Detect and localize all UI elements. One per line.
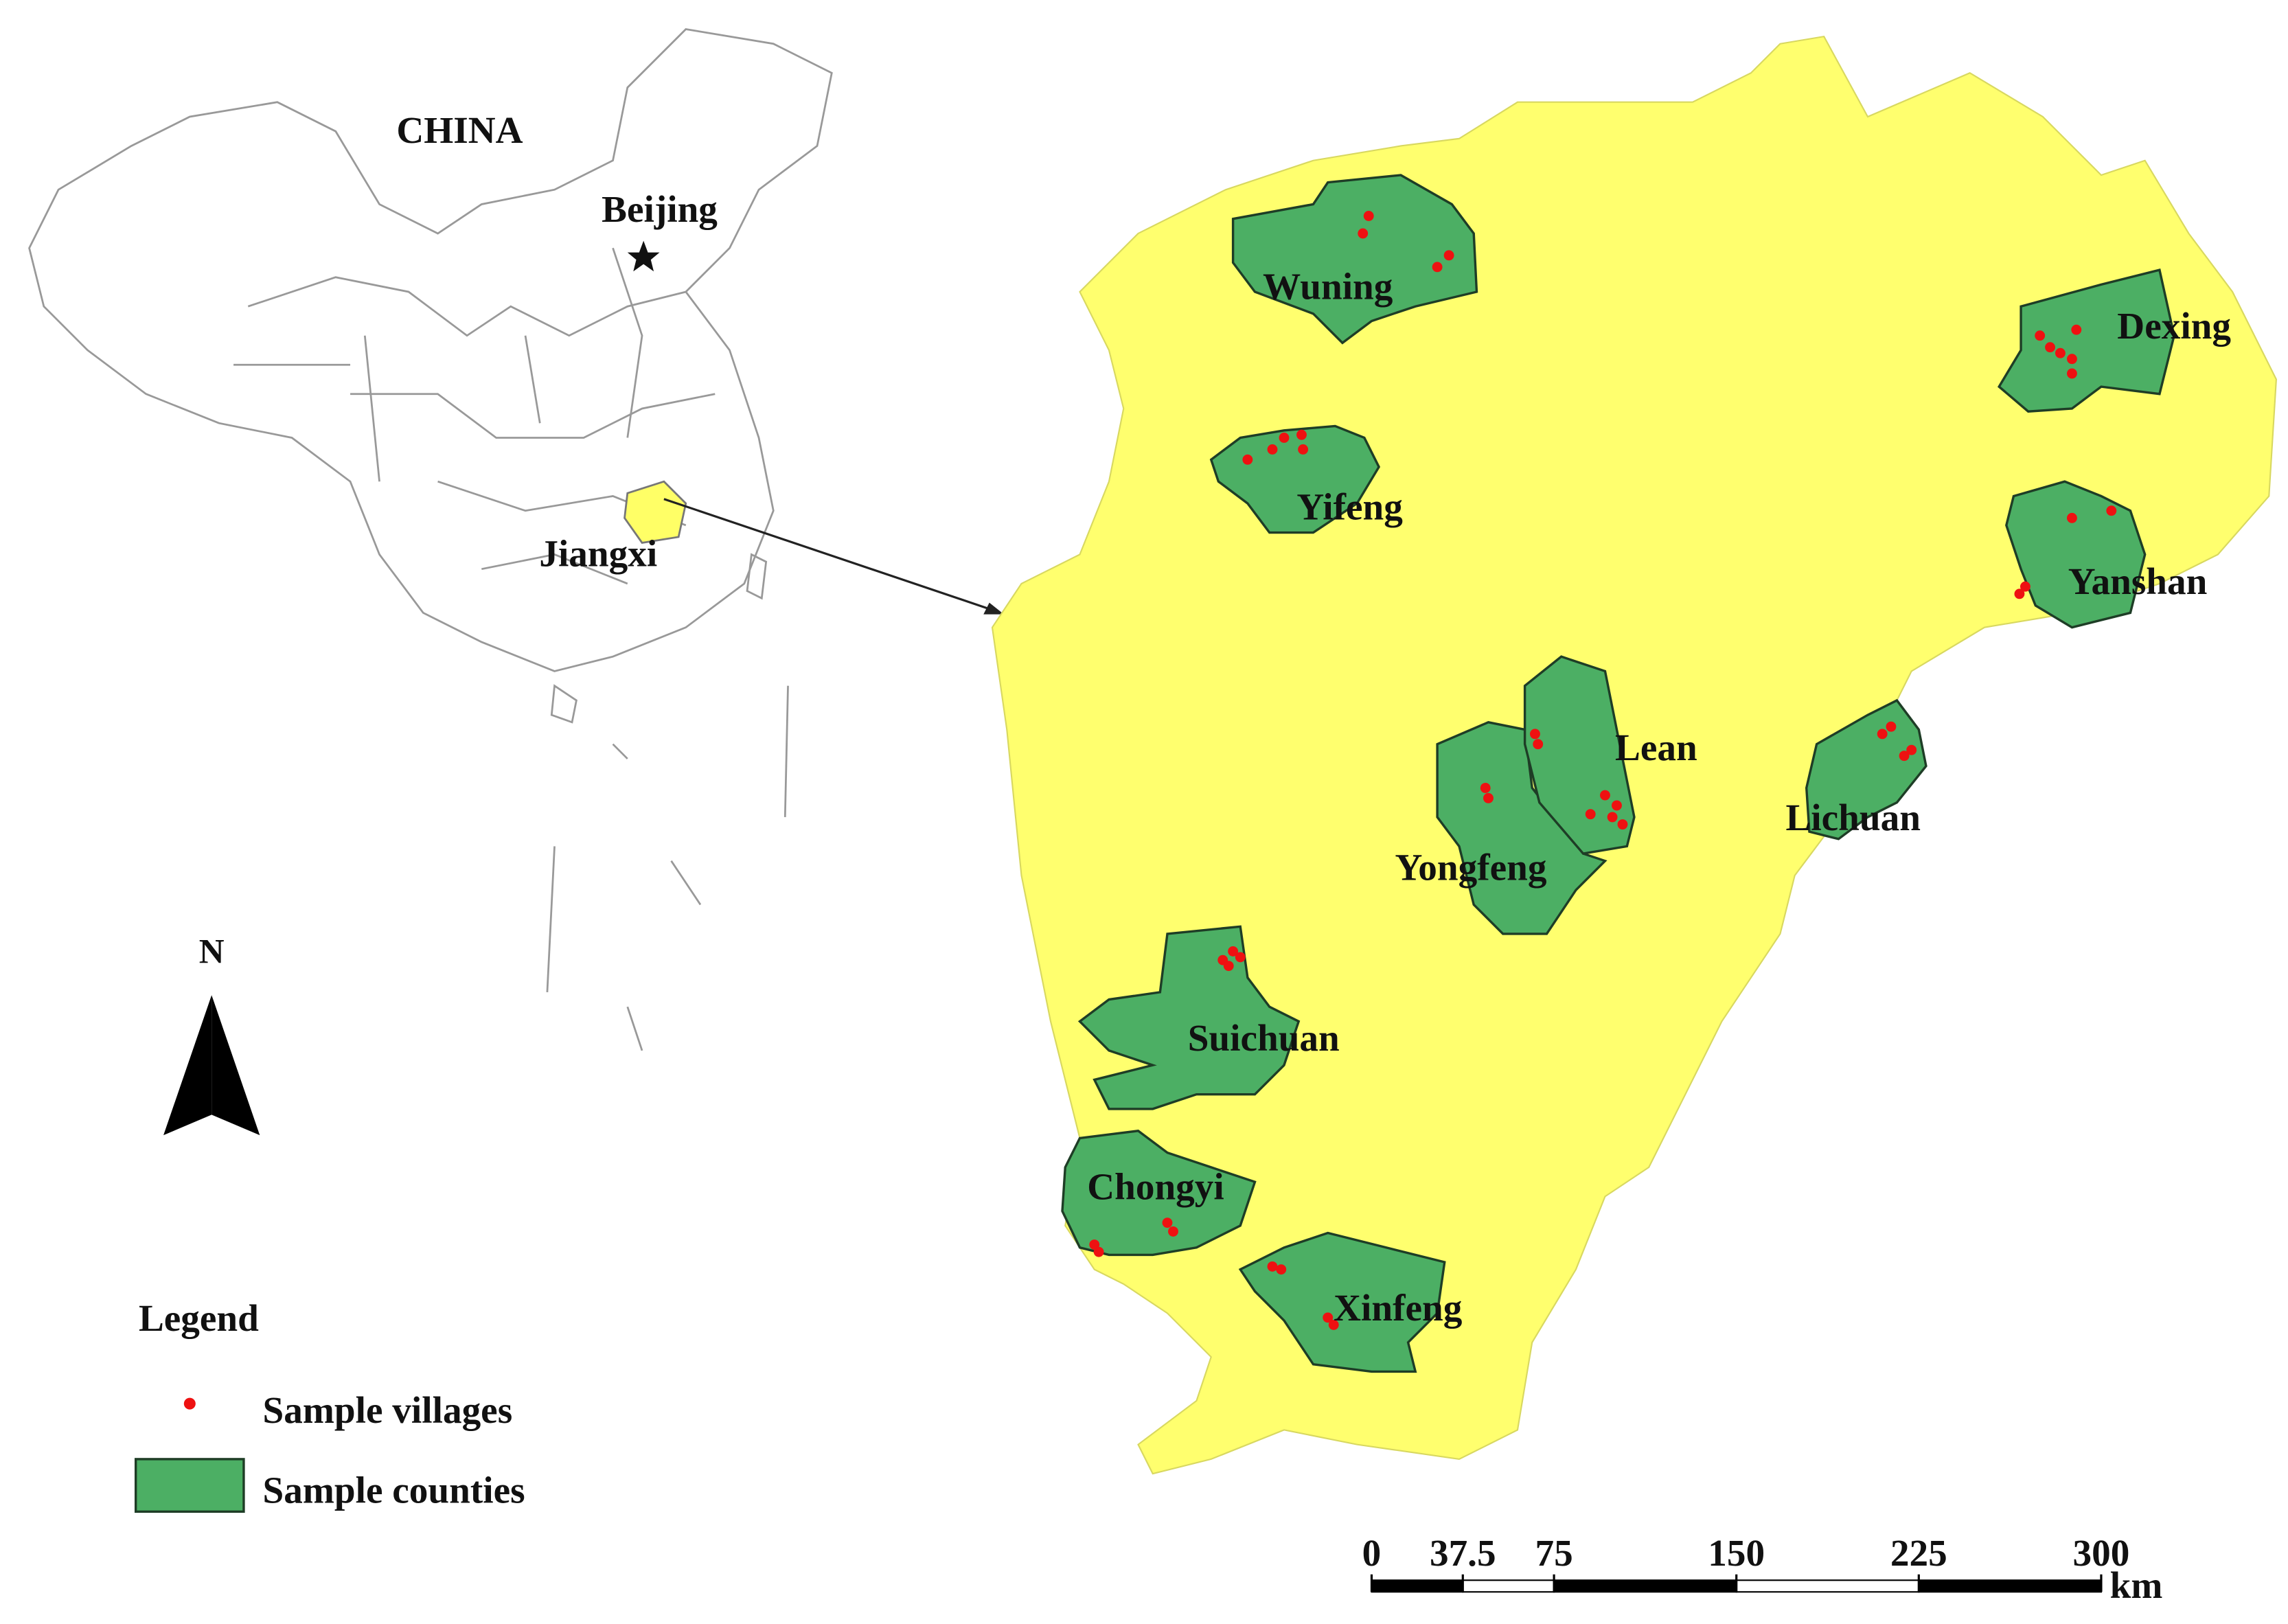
legend-item: Sample counties [263,1469,525,1511]
scale-tick-label: 300 [2072,1532,2129,1574]
scale-segment [1371,1579,1464,1593]
village-dot [1483,792,1494,803]
counties [1061,174,2175,1373]
village-dot [2045,342,2055,353]
county-yanshan [2005,480,2147,629]
county-label: Dexing [2117,305,2231,347]
village-dot [2055,347,2066,358]
county-dexing [1997,268,2175,413]
village-dot [2020,581,2030,592]
county-yifeng [1209,424,1381,534]
village-dot [1235,952,1246,963]
village-dot [1600,790,1610,801]
village-dot [1323,1312,1334,1323]
pointer-arrow [663,498,993,611]
village-dot [1162,1217,1173,1228]
village-dot [1328,1319,1339,1330]
village-dot [1228,946,1239,957]
village-dot [1363,211,1374,221]
villages [1089,211,2117,1330]
village-dot [1877,729,1888,740]
village-dot [1242,454,1253,465]
county-label: Wuning [1263,266,1393,308]
county-label: Yanshan [2068,560,2208,602]
village-dot [1267,444,1278,455]
province-label: Jiangxi [539,532,657,574]
county-lichuan [1805,698,1927,840]
village-dot [1617,819,1628,830]
village-dot [1886,721,1897,732]
village-dot [1223,961,1234,972]
capital-label: Beijing [602,188,718,230]
north-arrow-right [211,995,260,1136]
village-dot [2066,354,2077,365]
scale-tick-label: 0 [1362,1532,1382,1574]
village-dot [2106,505,2117,516]
scale-tick-label: 37.5 [1430,1532,1496,1574]
village-dot [1298,444,1309,455]
scale-segment [1462,1579,1555,1593]
county-lean [1523,655,1636,855]
county-label: Yifeng [1296,485,1403,527]
village-dot [1443,250,1454,261]
county-wuning [1231,174,1478,345]
jiangxi-region [991,35,2277,1475]
county-chongyi [1061,1130,1257,1257]
scale-unit: km [2110,1564,2163,1606]
county-labels: Wuning Yifeng Dexing Yanshan Lean Yongfeng Lic… [1087,266,2231,1329]
village-dot [2071,324,2082,335]
village-dot [1533,739,1544,750]
county-label: Lichuan [1785,797,1920,838]
county-label: Xinfeng [1334,1287,1463,1329]
county-label: Chongyi [1087,1166,1224,1208]
legend-title: Legend [139,1297,259,1339]
village-dot [1585,809,1596,820]
legend-item: Sample villages [263,1389,513,1431]
scale-tick-label: 75 [1535,1532,1572,1574]
village-dot [1358,228,1369,239]
village-dot [1093,1246,1104,1257]
county-label: Suichuan [1188,1017,1340,1059]
arrow-head [983,602,1005,615]
county-label: Lean [1615,727,1697,768]
county-xinfeng [1238,1231,1446,1373]
scale-tick-label: 150 [1708,1532,1765,1574]
village-dot [1906,744,1917,755]
village-dot [1530,729,1540,740]
village-dot [1168,1226,1178,1237]
village-dot [2014,588,2025,599]
north-label: N [199,933,225,971]
north-arrow-left [163,995,212,1136]
county-suichuan [1077,925,1301,1110]
county-label: Yongfeng [1395,846,1546,888]
capital-star [627,240,660,272]
village-dot [2066,368,2077,379]
village-dot [2035,330,2046,341]
village-dot [2066,512,2077,523]
village-dot [1899,751,1910,762]
country-label: CHINA [396,109,523,151]
village-dot [1612,800,1622,811]
village-dot [1432,262,1443,273]
legend-village-symbol [183,1397,196,1410]
village-dot [1267,1261,1278,1272]
village-dot [1279,433,1290,443]
village-dot [1480,783,1491,793]
china-outline [28,28,833,1051]
village-dot [1276,1264,1287,1275]
jiangxi-highlight [624,480,687,544]
scale-tick-label: 225 [1890,1532,1947,1574]
village-dot [1607,812,1618,823]
scale-segment [1918,1579,2102,1593]
legend-county-symbol [135,1458,245,1513]
village-dot [1296,429,1307,440]
scale-segment [1735,1579,1920,1593]
scale-segment [1553,1579,1737,1593]
